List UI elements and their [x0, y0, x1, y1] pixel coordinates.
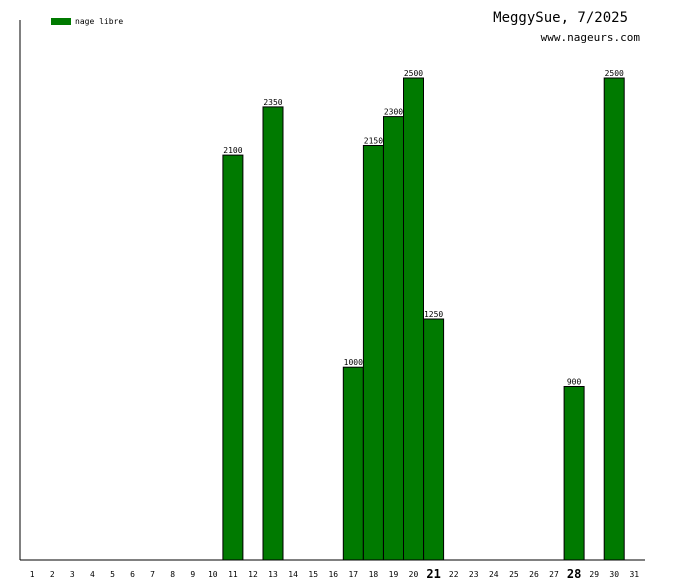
x-tick-label-25: 25: [509, 570, 519, 579]
x-tick-label-27: 27: [549, 570, 559, 579]
value-label-day-17: 1000: [344, 358, 363, 367]
bar-day-11: [222, 154, 244, 561]
legend-label: nage libre: [75, 17, 124, 26]
value-label-day-28: 900: [567, 378, 582, 387]
x-tick-label-12: 12: [248, 570, 258, 579]
x-tick-label-30: 30: [609, 570, 619, 579]
value-label-day-13: 2350: [263, 98, 282, 107]
bar-day-30: [603, 77, 625, 561]
x-tick-label-8: 8: [170, 570, 175, 579]
value-label-day-20: 2500: [404, 69, 423, 78]
x-tick-label-19: 19: [389, 570, 399, 579]
x-tick-label-13: 13: [268, 570, 278, 579]
chart-title: MeggySue, 7/2025: [493, 10, 628, 26]
x-tick-label-17: 17: [348, 570, 358, 579]
x-tick-labels-group: 1 2 3 4 5 6 7 8 9 10 11 12 13 14 15 16 17 18 19 20 21 22 23 24 2…: [30, 567, 640, 580]
site-url: www.nageurs.com: [540, 31, 640, 44]
x-tick-label-10: 10: [208, 570, 218, 579]
value-label-day-19: 2300: [384, 108, 403, 117]
x-tick-label-26: 26: [529, 570, 539, 579]
bar-day-28: [563, 386, 585, 561]
legend: nage libre: [51, 17, 123, 26]
legend-swatch: [51, 18, 71, 25]
x-tick-label-22: 22: [449, 570, 459, 579]
bar-day-19: [383, 116, 404, 561]
x-tick-label-18: 18: [369, 570, 379, 579]
x-tick-label-23: 23: [469, 570, 479, 579]
x-tick-label-5: 5: [110, 570, 115, 579]
x-tick-label-4: 4: [90, 570, 95, 579]
bars-group: [222, 77, 625, 561]
x-tick-label-3: 3: [70, 570, 75, 579]
value-label-day-21: 1250: [424, 310, 443, 319]
x-tick-label-16: 16: [328, 570, 338, 579]
x-tick-label-6: 6: [130, 570, 135, 579]
x-tick-label-31: 31: [629, 570, 639, 579]
value-labels-group: 2100 2350 1000 2150 2300 2500 1250 900 2500: [223, 69, 624, 387]
bar-day-20: [403, 77, 424, 561]
x-tick-label-20: 20: [409, 570, 419, 579]
bar-day-18: [362, 145, 384, 561]
x-tick-label-21: 21: [426, 567, 440, 580]
bar-day-21: [423, 318, 445, 561]
value-label-day-30: 2500: [605, 69, 624, 78]
x-tick-label-24: 24: [489, 570, 499, 579]
x-tick-label-14: 14: [288, 570, 298, 579]
x-tick-label-15: 15: [308, 570, 318, 579]
x-tick-label-7: 7: [150, 570, 155, 579]
x-tick-label-11: 11: [228, 570, 238, 579]
value-label-day-11: 2100: [223, 146, 242, 155]
value-label-day-18: 2150: [364, 137, 383, 146]
x-tick-label-2: 2: [50, 570, 55, 579]
bar-day-17: [342, 366, 364, 561]
x-tick-label-9: 9: [190, 570, 195, 579]
x-tick-label-1: 1: [30, 570, 35, 579]
x-tick-label-29: 29: [589, 570, 599, 579]
bar-day-13: [262, 106, 284, 561]
x-tick-label-28: 28: [567, 567, 581, 580]
